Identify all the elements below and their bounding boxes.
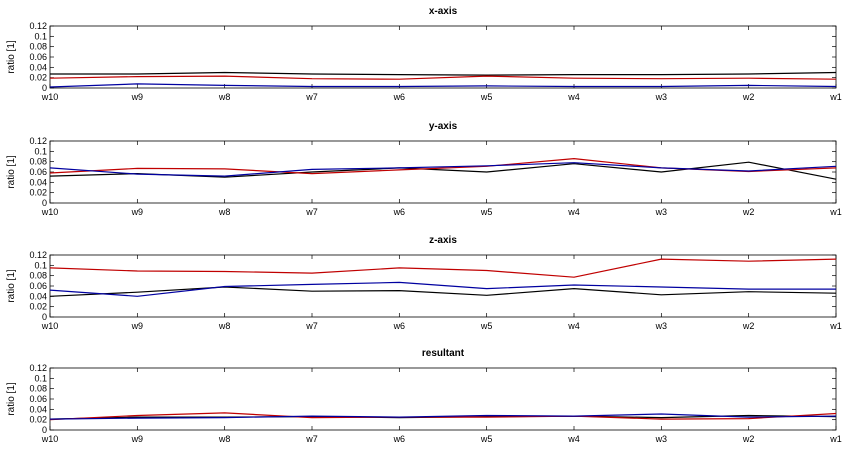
x-tick-label: w2 bbox=[742, 321, 755, 331]
y-tick-label: 0.02 bbox=[29, 188, 47, 198]
x-tick-label: w6 bbox=[393, 321, 406, 331]
series-line-2 bbox=[49, 413, 837, 420]
plot-area bbox=[49, 140, 837, 204]
x-tick-label: w6 bbox=[393, 92, 406, 102]
y-tick-label: 0.02 bbox=[29, 302, 47, 312]
y-tick-label: 0.06 bbox=[29, 52, 47, 62]
y-tick-label: 0.1 bbox=[34, 31, 47, 41]
x-tick-label: w2 bbox=[742, 207, 755, 217]
y-tick-label: 0.12 bbox=[29, 21, 47, 31]
y-tick-label: 0.12 bbox=[29, 363, 47, 373]
x-tick-label: w9 bbox=[131, 434, 144, 444]
chart-title: x-axis bbox=[429, 6, 458, 17]
y-tick-label: 0.04 bbox=[29, 291, 47, 301]
x-tick-label: w5 bbox=[480, 321, 493, 331]
x-tick-label: w3 bbox=[655, 92, 668, 102]
y-tick-label: 0.04 bbox=[29, 404, 47, 414]
x-tick-label: w8 bbox=[218, 207, 231, 217]
x-tick-label: w2 bbox=[742, 92, 755, 102]
x-tick-label: w4 bbox=[567, 92, 580, 102]
x-tick-label: w10 bbox=[41, 207, 59, 217]
x-tick-label: w6 bbox=[393, 434, 406, 444]
x-tick-label: w1 bbox=[829, 434, 842, 444]
x-tick-label: w2 bbox=[742, 434, 755, 444]
y-tick-label: 0.08 bbox=[29, 271, 47, 281]
series-line-0 bbox=[49, 286, 837, 297]
x-tick-label: w10 bbox=[41, 434, 59, 444]
chart-panel-3: resultant 00.020.040.060.080.10.12 w10 w9 w8… bbox=[6, 348, 842, 444]
series-line-2 bbox=[49, 83, 837, 88]
x-tick-label: w5 bbox=[480, 434, 493, 444]
series-line-2 bbox=[49, 281, 836, 297]
series-line-1 bbox=[49, 258, 837, 278]
y-tick-label: 0.04 bbox=[29, 62, 47, 72]
y-axis-label: ratio [1] bbox=[6, 382, 17, 416]
chart-panel-1: y-axis 00.020.040.060.080.10.12 w10 w9 w8 w7 w… bbox=[6, 121, 842, 217]
y-tick-label: 0.1 bbox=[34, 260, 47, 270]
y-tick-label: 0.08 bbox=[29, 42, 47, 52]
x-tick-label: w7 bbox=[305, 207, 318, 217]
y-tick-label: 0.1 bbox=[34, 146, 47, 156]
x-tick-label: w8 bbox=[218, 92, 231, 102]
chart-title: y-axis bbox=[429, 121, 458, 132]
x-tick-label: w9 bbox=[131, 207, 144, 217]
chart-title: resultant bbox=[422, 348, 465, 359]
x-tick-label: w1 bbox=[829, 321, 842, 331]
x-tick-label: w10 bbox=[41, 92, 59, 102]
x-tick-label: w4 bbox=[567, 207, 580, 217]
series-line-0 bbox=[50, 71, 837, 76]
series-line-1 bbox=[49, 412, 837, 421]
x-tick-label: w1 bbox=[829, 92, 842, 102]
x-tick-label: w7 bbox=[305, 321, 318, 331]
x-tick-label: w4 bbox=[567, 321, 580, 331]
y-axis-label: ratio [1] bbox=[6, 269, 17, 303]
x-tick-label: w10 bbox=[41, 321, 59, 331]
x-tick-label: w9 bbox=[131, 321, 144, 331]
chart-title: z-axis bbox=[429, 235, 457, 246]
y-tick-label: 0 bbox=[42, 312, 47, 322]
y-tick-label: 0.06 bbox=[29, 281, 47, 291]
x-tick-label: w9 bbox=[131, 92, 144, 102]
y-tick-label: 0.12 bbox=[29, 136, 47, 146]
y-tick-label: 0.08 bbox=[29, 157, 47, 167]
x-tick-label: w5 bbox=[480, 207, 493, 217]
y-axis-label: ratio [1] bbox=[6, 155, 17, 189]
x-tick-label: w3 bbox=[655, 207, 668, 217]
series-line-2 bbox=[49, 162, 837, 177]
y-tick-label: 0.06 bbox=[29, 167, 47, 177]
x-tick-label: w6 bbox=[393, 207, 406, 217]
chart-panel-2: z-axis 00.020.040.060.080.10.12 w10 w9 w8 w7 w… bbox=[6, 235, 842, 331]
y-axis-label: ratio [1] bbox=[6, 40, 17, 74]
y-tick-label: 0.1 bbox=[34, 373, 47, 383]
x-tick-label: w5 bbox=[480, 92, 493, 102]
y-tick-label: 0.12 bbox=[29, 250, 47, 260]
x-tick-label: w3 bbox=[655, 321, 668, 331]
plot-area bbox=[49, 367, 837, 431]
x-tick-label: w7 bbox=[305, 434, 318, 444]
y-tick-label: 0 bbox=[42, 198, 47, 208]
y-tick-label: 0.06 bbox=[29, 394, 47, 404]
x-tick-label: w7 bbox=[305, 92, 318, 102]
y-tick-label: 0 bbox=[42, 425, 47, 435]
x-tick-label: w4 bbox=[567, 434, 580, 444]
x-tick-label: w1 bbox=[829, 207, 842, 217]
y-tick-label: 0.04 bbox=[29, 177, 47, 187]
y-tick-label: 0.02 bbox=[29, 415, 47, 425]
x-tick-label: w3 bbox=[655, 434, 668, 444]
x-tick-label: w8 bbox=[218, 434, 231, 444]
x-tick-label: w8 bbox=[218, 321, 231, 331]
y-tick-label: 0 bbox=[42, 83, 47, 93]
series-line-1 bbox=[49, 75, 837, 80]
chart-panel-0: x-axis 00.020.040.060.080.10.12 w10 w9 w8 w7 w… bbox=[6, 6, 842, 102]
y-tick-label: 0.02 bbox=[29, 73, 47, 83]
y-tick-label: 0.08 bbox=[29, 384, 47, 394]
